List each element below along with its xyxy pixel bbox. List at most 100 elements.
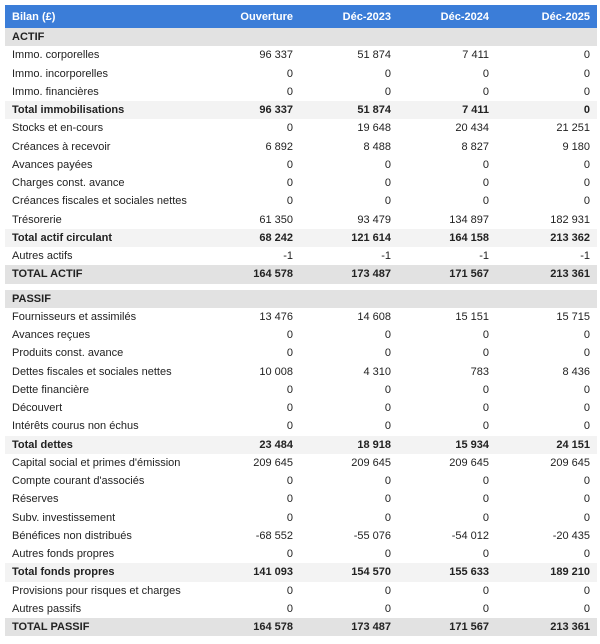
cell-value: 0: [482, 67, 489, 80]
cell-value: 0: [286, 347, 293, 360]
cell-value: 0: [583, 49, 590, 62]
cell-value: 7 411: [462, 104, 489, 117]
row-label: Immo. incorporelles: [12, 67, 108, 80]
cell-value: 0: [384, 195, 391, 208]
cell-value: 96 337: [259, 49, 293, 62]
row-label: Produits const. avance: [12, 347, 124, 360]
row-label: Créances fiscales et sociales nettes: [12, 195, 187, 208]
section-title: PASSIF: [12, 292, 51, 305]
cell-value: 0: [482, 195, 489, 208]
cell-value: 0: [583, 584, 590, 597]
cell-value: 0: [286, 329, 293, 342]
cell-value: 209 645: [253, 456, 293, 469]
cell-value: 0: [286, 511, 293, 524]
cell-value: 0: [384, 602, 391, 615]
cell-value: 15 934: [455, 438, 489, 451]
cell-value: -1: [381, 250, 391, 263]
cell-value: 0: [482, 548, 489, 561]
row-label: Avances payées: [12, 158, 93, 171]
cell-value: 0: [583, 177, 590, 190]
column-header: Déc-2025: [541, 10, 590, 23]
cell-value: 0: [583, 104, 590, 117]
cell-value: 0: [384, 584, 391, 597]
row-label: Capital social et primes d'émission: [12, 456, 181, 469]
cell-value: 209 645: [449, 456, 489, 469]
cell-value: 0: [286, 602, 293, 615]
row-label: Total actif circulant: [12, 231, 113, 244]
cell-value: 0: [384, 85, 391, 98]
table-row: Produits const. avance 0 0 0 0: [5, 344, 597, 362]
cell-value: 0: [583, 548, 590, 561]
table-row: Dettes fiscales et sociales nettes 10 008…: [5, 363, 597, 381]
row-label: Subv. investissement: [12, 511, 116, 524]
cell-value: 0: [286, 402, 293, 415]
cell-value: 24 151: [556, 438, 590, 451]
cell-value: -1: [479, 250, 489, 263]
cell-value: 0: [384, 67, 391, 80]
row-label: Trésorerie: [12, 213, 62, 226]
cell-value: 4 310: [363, 365, 391, 378]
cell-value: 0: [583, 158, 590, 171]
cell-value: 0: [384, 420, 391, 433]
cell-value: 0: [583, 402, 590, 415]
cell-value: 93 479: [357, 213, 391, 226]
cell-value: 173 487: [351, 621, 391, 634]
cell-value: -20 435: [552, 529, 590, 542]
cell-value: 164 578: [253, 268, 293, 281]
cell-value: 0: [384, 402, 391, 415]
table-row: Avances reçues 0 0 0 0: [5, 326, 597, 344]
table-row: Découvert 0 0 0 0: [5, 399, 597, 417]
cell-value: 51 874: [357, 49, 391, 62]
cell-value: 0: [583, 383, 590, 396]
table-row: Intérêts courus non échus 0 0 0 0: [5, 417, 597, 435]
cell-value: 0: [482, 329, 489, 342]
cell-value: 0: [384, 511, 391, 524]
balance-sheet-table: Bilan (£) Ouverture Déc-2023 Déc-2024 Déc-20…: [5, 5, 597, 637]
table-row: Capital social et primes d'émission 209 6…: [5, 454, 597, 472]
column-header: Déc-2023: [342, 10, 391, 23]
table-row: Trésorerie 61 350 93 479 134 897 182 931: [5, 211, 597, 229]
table-row: Dette financière 0 0 0 0: [5, 381, 597, 399]
cell-value: 23 484: [259, 438, 293, 451]
row-label: Charges const. avance: [12, 177, 125, 190]
row-label: Fournisseurs et assimilés: [12, 310, 137, 323]
column-header: Déc-2024: [440, 10, 489, 23]
cell-value: 19 648: [357, 122, 391, 135]
cell-value: 0: [482, 511, 489, 524]
cell-value: 0: [583, 475, 590, 488]
cell-value: 0: [286, 158, 293, 171]
cell-value: 8 827: [461, 140, 489, 153]
cell-value: -54 012: [451, 529, 489, 542]
table-row: Compte courant d'associés 0 0 0 0: [5, 472, 597, 490]
row-label: Immo. corporelles: [12, 49, 100, 62]
table-row: Subv. investissement 0 0 0 0: [5, 509, 597, 527]
cell-value: 8 488: [363, 140, 391, 153]
cell-value: 15 715: [556, 310, 590, 323]
total-row: Total fonds propres 141 093 154 570 155 633…: [5, 563, 597, 582]
cell-value: 0: [482, 420, 489, 433]
cell-value: 7 411: [462, 49, 489, 62]
table-row: Réserves 0 0 0 0: [5, 490, 597, 508]
cell-value: 96 337: [259, 104, 293, 117]
cell-value: 13 476: [259, 310, 293, 323]
cell-value: -1: [283, 250, 293, 263]
cell-value: 0: [286, 475, 293, 488]
row-label: Autres passifs: [12, 602, 82, 615]
row-label: TOTAL PASSIF: [12, 621, 90, 634]
row-label: TOTAL ACTIF: [12, 268, 83, 281]
cell-value: 0: [482, 383, 489, 396]
cell-value: 0: [384, 347, 391, 360]
grand-total-row: TOTAL ACTIF 164 578 173 487 171 567 213 361: [5, 265, 597, 284]
cell-value: 783: [470, 365, 489, 378]
cell-value: 0: [286, 177, 293, 190]
table-row: Fournisseurs et assimilés 13 476 14 608 15 …: [5, 308, 597, 326]
section-row: PASSIF: [5, 289, 597, 308]
row-label: Dettes fiscales et sociales nettes: [12, 365, 172, 378]
row-label: Total immobilisations: [12, 104, 125, 117]
cell-value: 141 093: [253, 566, 293, 579]
cell-value: 171 567: [449, 621, 489, 634]
cell-value: 68 242: [259, 231, 293, 244]
cell-value: -68 552: [255, 529, 293, 542]
header-row: Bilan (£) Ouverture Déc-2023 Déc-2024 Déc-20…: [5, 5, 597, 28]
cell-value: 0: [583, 195, 590, 208]
